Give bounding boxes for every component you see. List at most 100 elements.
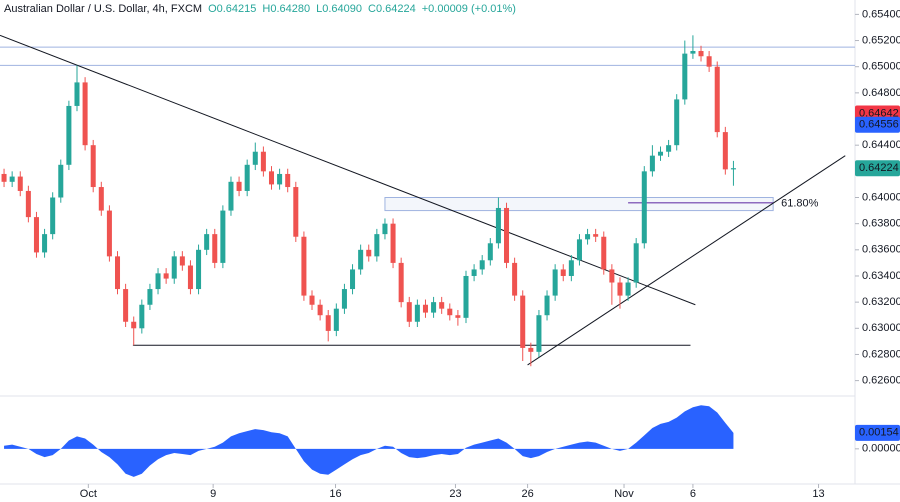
x-tick-label: 16 bbox=[329, 488, 341, 500]
candle-body bbox=[66, 105, 72, 165]
candle-body bbox=[90, 145, 96, 188]
candle-body bbox=[641, 171, 647, 244]
candle-body bbox=[495, 207, 501, 244]
osc-tick-label: 0.00000 bbox=[862, 443, 900, 455]
candle-body bbox=[187, 265, 193, 290]
candle-body bbox=[625, 282, 631, 296]
candle-body bbox=[285, 173, 291, 188]
price-tag-label: 0.64642 bbox=[859, 107, 899, 119]
trendline bbox=[527, 155, 846, 366]
candle-body bbox=[228, 181, 234, 211]
header-value: C0.64224 bbox=[368, 3, 416, 15]
y-tick-label: 0.64000 bbox=[862, 191, 900, 203]
y-tick-label: 0.65200 bbox=[862, 34, 900, 46]
zone bbox=[384, 197, 774, 212]
candle-body bbox=[147, 289, 153, 305]
candle-body bbox=[593, 234, 599, 237]
candle-body bbox=[252, 151, 258, 165]
candle-body bbox=[398, 262, 404, 303]
price-tag bbox=[855, 116, 900, 133]
candle-body bbox=[585, 234, 591, 240]
candle-body bbox=[131, 321, 137, 329]
candle-body bbox=[560, 269, 566, 276]
candle-body bbox=[439, 302, 445, 309]
candle-body bbox=[617, 282, 623, 296]
candle-body bbox=[325, 315, 331, 331]
candle-body bbox=[374, 234, 380, 257]
candle-body bbox=[220, 210, 226, 263]
candle-body bbox=[236, 181, 242, 191]
candle-body bbox=[17, 176, 23, 191]
candle-body bbox=[25, 190, 31, 218]
candle-body bbox=[431, 302, 437, 313]
candle-body bbox=[568, 260, 574, 276]
candle-body bbox=[9, 176, 15, 182]
candle-body bbox=[139, 304, 145, 329]
candle-body bbox=[479, 260, 485, 270]
x-tick-label: Oct bbox=[80, 488, 97, 500]
candle-body bbox=[487, 243, 493, 261]
candle-body bbox=[544, 295, 550, 316]
candle-body bbox=[82, 82, 88, 146]
y-tick-label: 0.65000 bbox=[862, 61, 900, 73]
x-tick-label: 23 bbox=[449, 488, 461, 500]
candle-body bbox=[447, 308, 453, 316]
candle-body bbox=[414, 304, 420, 322]
candle-body bbox=[609, 269, 615, 283]
candle-body bbox=[309, 295, 315, 305]
header-value: H0.64280 bbox=[262, 3, 310, 15]
x-tick-label: 6 bbox=[690, 488, 696, 500]
y-tick-label: 0.64400 bbox=[862, 139, 900, 151]
candle-body bbox=[171, 256, 177, 279]
price-tag-label: 0.64556 bbox=[859, 119, 899, 131]
x-tick-label: 13 bbox=[812, 488, 824, 500]
chart-title: Australian Dollar / U.S. Dollar, 4h, FXC… bbox=[4, 3, 202, 15]
candle-body bbox=[422, 304, 428, 313]
candle-body bbox=[520, 295, 526, 348]
candle-body bbox=[657, 151, 664, 156]
candle-body bbox=[58, 164, 64, 198]
y-tick-label: 0.64800 bbox=[862, 87, 900, 99]
candle-body bbox=[212, 234, 218, 263]
candle-body bbox=[33, 217, 39, 253]
header: Australian Dollar / U.S. Dollar, 4h, FXC… bbox=[4, 3, 516, 15]
candle-body bbox=[730, 168, 736, 170]
x-tick-label: 26 bbox=[521, 488, 533, 500]
candle-body bbox=[42, 234, 48, 253]
candle-body bbox=[358, 249, 364, 270]
candle-body bbox=[260, 151, 266, 172]
candle-body bbox=[382, 223, 388, 235]
candle-body bbox=[163, 273, 169, 279]
candle-body bbox=[512, 262, 518, 296]
candle-body bbox=[204, 234, 210, 250]
candle-body bbox=[698, 51, 704, 57]
candle-body bbox=[341, 289, 347, 309]
candle-body bbox=[155, 273, 161, 290]
price-tag bbox=[855, 160, 900, 177]
candle-body bbox=[277, 173, 283, 185]
candle-body bbox=[114, 256, 121, 290]
candle-body bbox=[333, 308, 339, 331]
y-tick-label: 0.65400 bbox=[862, 8, 900, 20]
y-tick-label: 0.63600 bbox=[862, 244, 900, 256]
candle-body bbox=[633, 243, 639, 283]
osc-tag-label: 0.00154 bbox=[859, 427, 899, 439]
candle-body bbox=[504, 207, 510, 263]
y-tick-label: 0.63000 bbox=[862, 322, 900, 334]
candle-body bbox=[576, 239, 582, 261]
candle-body bbox=[1, 173, 7, 182]
candle-body bbox=[601, 236, 607, 270]
candle-body bbox=[706, 56, 712, 67]
candle-body bbox=[528, 347, 534, 352]
candle-body bbox=[649, 155, 655, 172]
candle-body bbox=[674, 99, 680, 146]
candle-body bbox=[666, 145, 672, 152]
candle-body bbox=[552, 269, 558, 296]
candle-body bbox=[268, 171, 275, 185]
candle-body bbox=[536, 315, 542, 352]
candle-body bbox=[714, 66, 720, 133]
price-tag-label: 0.64224 bbox=[859, 162, 899, 174]
candle-body bbox=[471, 269, 477, 276]
candle-body bbox=[317, 304, 323, 316]
